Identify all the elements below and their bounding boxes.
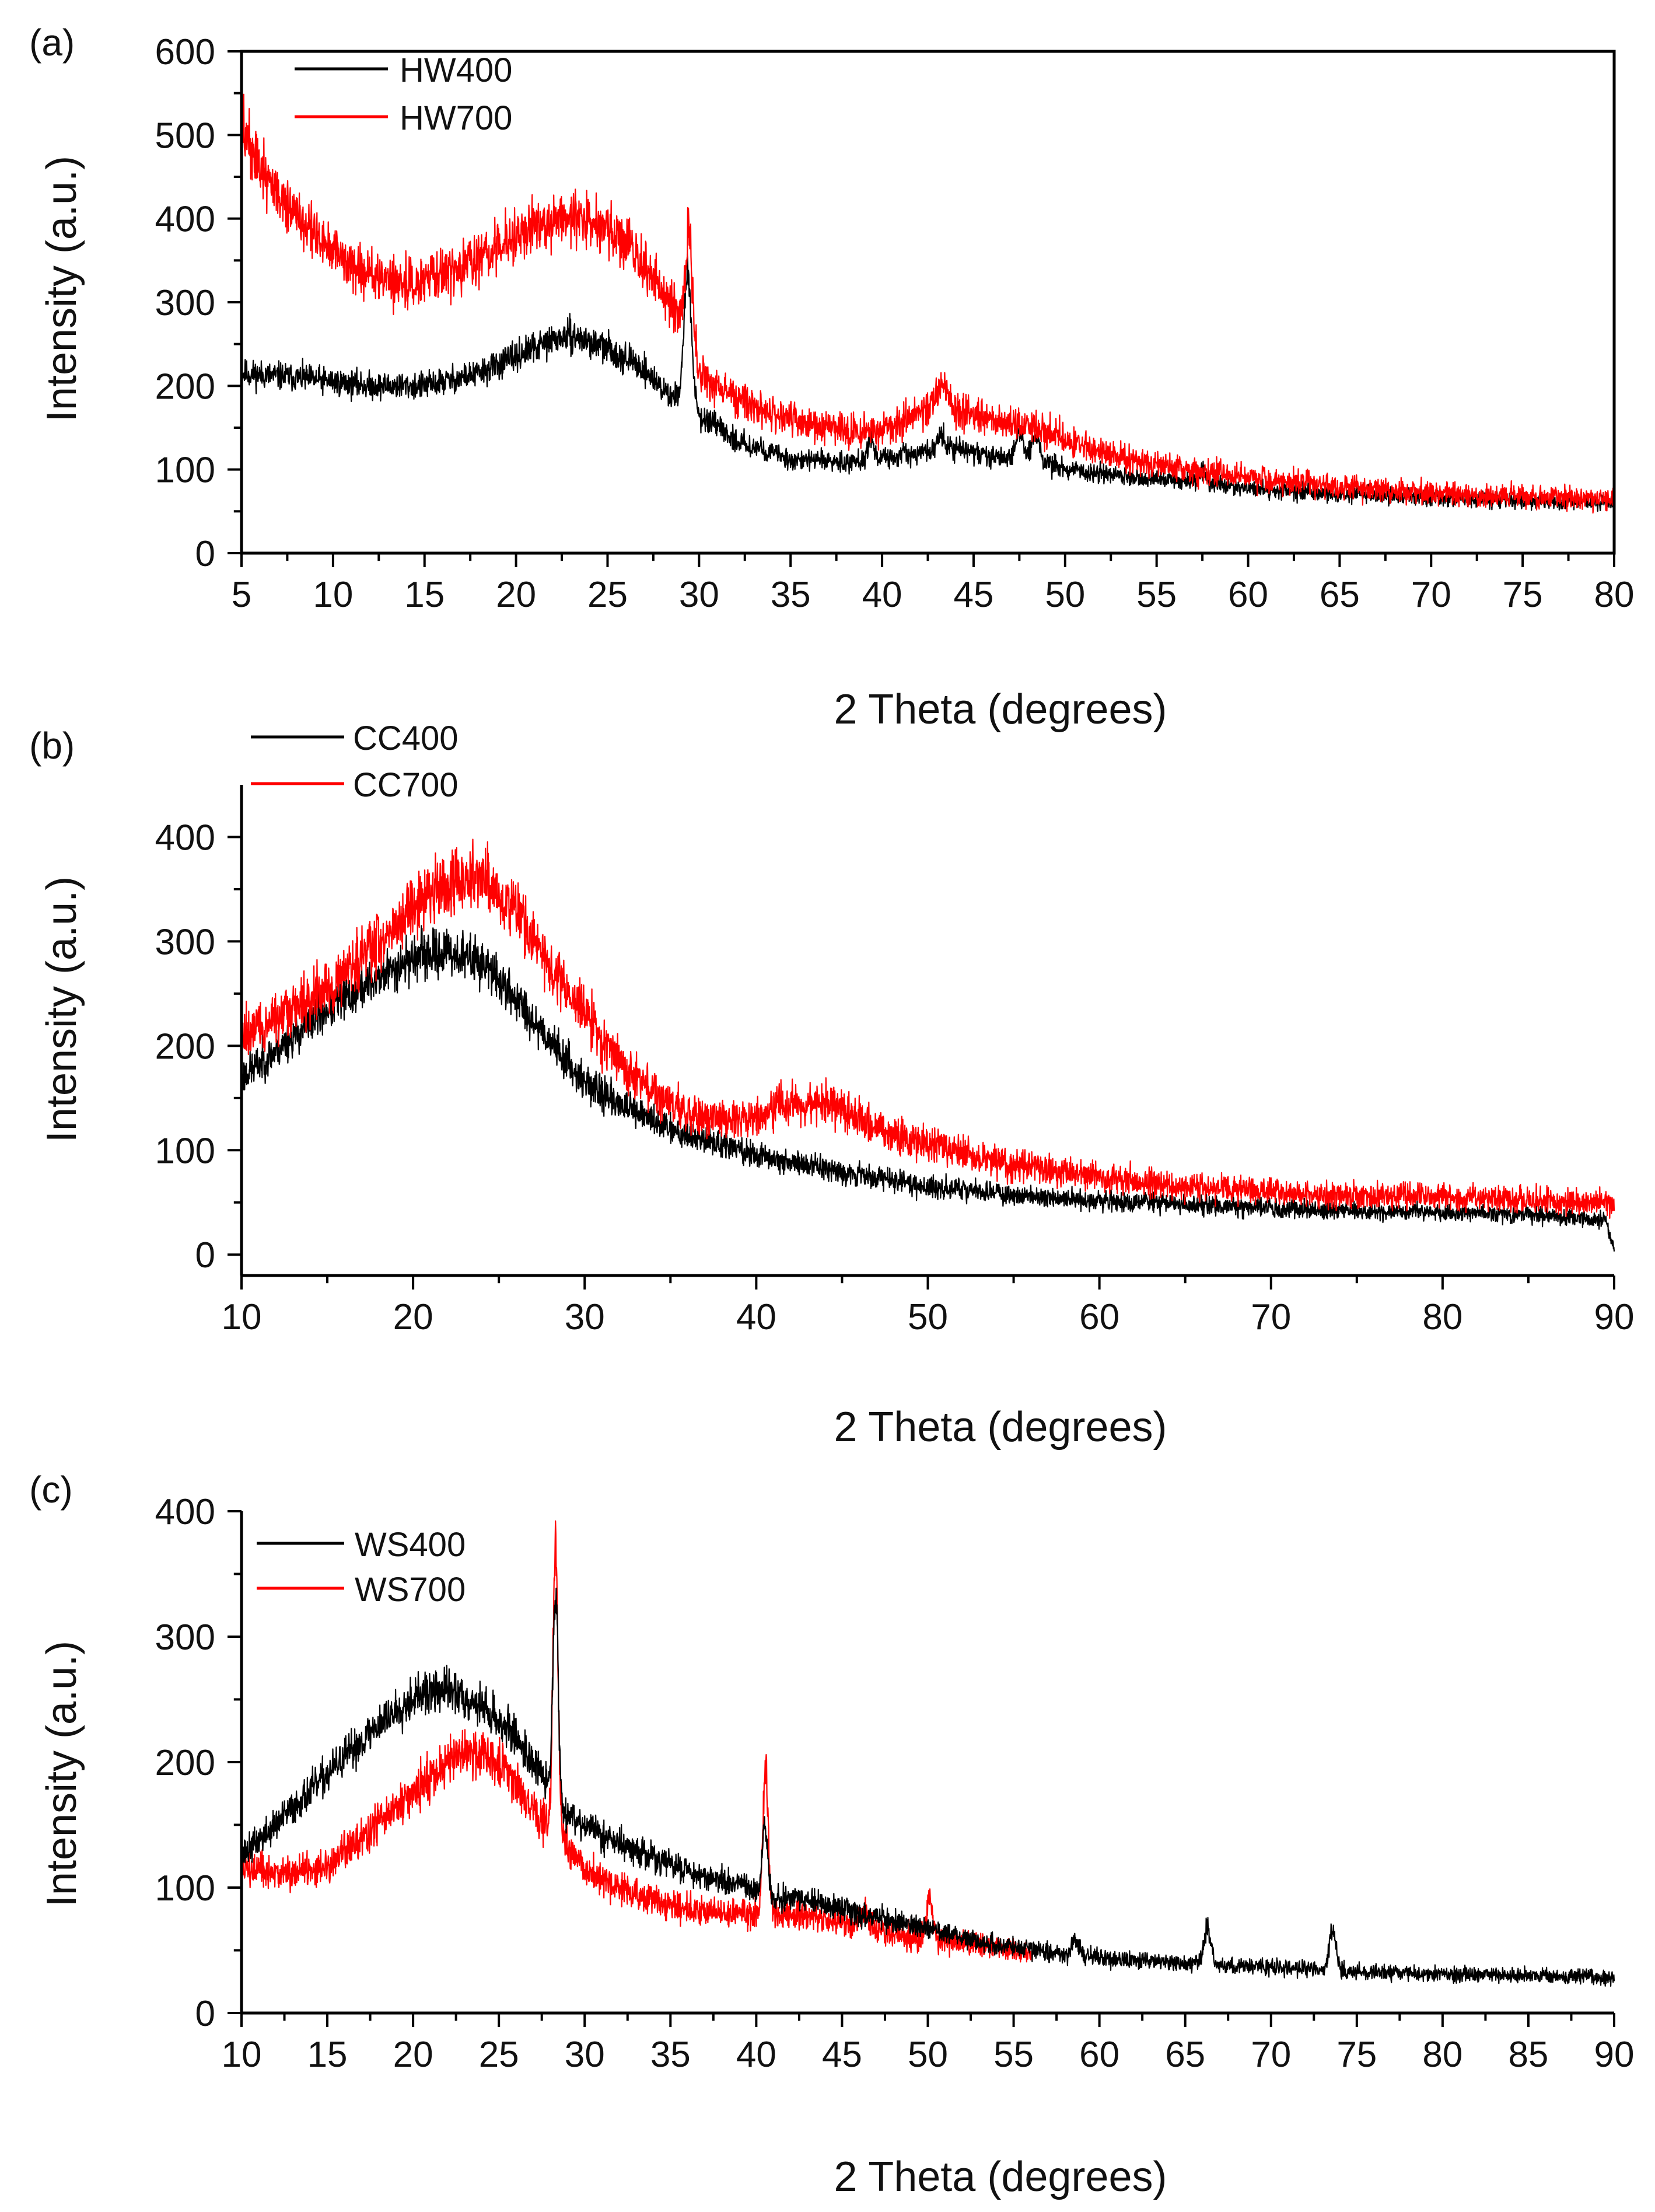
x-tick-label: 30 [565, 1297, 605, 1337]
legend: HW400 HW700 [295, 51, 512, 137]
y-tick-label: 200 [155, 1026, 215, 1067]
legend: CC400 CC700 [251, 719, 459, 804]
panel-label: (c) [29, 1469, 73, 1511]
x-tick-label: 20 [496, 575, 536, 615]
x-tick-label: 60 [1079, 2035, 1119, 2075]
x-tick-label: 20 [393, 2035, 433, 2075]
x-tick-label: 40 [862, 575, 902, 615]
series-line-hw400 [240, 253, 1615, 512]
plot-area [240, 93, 1615, 514]
y-tick-label: 0 [195, 534, 215, 574]
y-axis-title: Intensity (a.u.) [39, 1641, 85, 1907]
x-tick-label: 40 [736, 1297, 776, 1337]
y-tick-label: 0 [195, 1235, 215, 1276]
y-tick-label: 100 [155, 1131, 215, 1171]
x-tick-label: 65 [1165, 2035, 1205, 2075]
y-tick-label: 200 [155, 1743, 215, 1783]
x-tick-label: 70 [1251, 1297, 1291, 1337]
x-tick-label: 85 [1508, 2035, 1548, 2075]
x-tick-label: 45 [822, 2035, 862, 2075]
series-line-cc700 [240, 838, 1615, 1219]
series-line-ws400 [240, 1587, 1615, 1987]
y-tick-label: 200 [155, 366, 215, 407]
x-tick-label: 50 [908, 2035, 948, 2075]
plot-area [240, 1520, 1615, 1987]
x-tick-label: 55 [993, 2035, 1034, 2075]
legend-label-ws400: WS400 [355, 1526, 466, 1564]
x-tick-label: 10 [222, 1297, 262, 1337]
panel-b: (b) 2 Theta (degrees) Intensity (a.u.) 1… [29, 719, 1634, 1451]
axis-ticks: 10 20 30 40 50 60 70 80 90 0 100 200 300 400 [155, 817, 1635, 1337]
y-tick-label: 400 [155, 817, 215, 858]
x-tick-label: 30 [565, 2035, 605, 2075]
panel-c: (c) 2 Theta (degrees) Intensity (a.u.) 1… [29, 1469, 1634, 2200]
x-tick-label: 25 [479, 2035, 519, 2075]
x-tick-label: 25 [587, 575, 628, 615]
x-tick-label: 75 [1503, 575, 1543, 615]
x-tick-label: 70 [1251, 2035, 1291, 2075]
x-tick-label: 30 [679, 575, 719, 615]
x-axis-title: 2 Theta (degrees) [834, 1404, 1167, 1451]
x-tick-label: 20 [393, 1297, 433, 1337]
x-tick-label: 35 [650, 2035, 691, 2075]
x-tick-label: 55 [1136, 575, 1177, 615]
x-axis-title: 2 Theta (degrees) [834, 686, 1167, 733]
plot-area [240, 838, 1615, 1252]
panel-a: (a) 2 Theta (degrees) Intensity (a.u.) 5… [29, 22, 1634, 733]
series-line-cc400 [240, 925, 1615, 1252]
legend-label-cc700: CC700 [353, 766, 459, 804]
x-tick-label: 15 [404, 575, 445, 615]
x-tick-label: 15 [307, 2035, 348, 2075]
x-tick-label: 70 [1411, 575, 1451, 615]
x-tick-label: 50 [908, 1297, 948, 1337]
x-tick-label: 60 [1228, 575, 1268, 615]
legend-label-cc400: CC400 [353, 719, 459, 757]
y-tick-label: 100 [155, 450, 215, 491]
axis-ticks: 10 15 20 25 30 35 40 45 50 55 60 65 70 75 80 85 90 0 100 20… [155, 1492, 1635, 2075]
x-tick-label: 80 [1594, 575, 1635, 615]
x-tick-label: 80 [1422, 1297, 1462, 1337]
x-tick-label: 75 [1336, 2035, 1377, 2075]
x-tick-label: 80 [1422, 2035, 1462, 2075]
legend-label-hw700: HW700 [400, 99, 512, 137]
y-tick-label: 500 [155, 116, 215, 156]
y-tick-label: 600 [155, 32, 215, 72]
axis-ticks: 5 10 15 20 25 30 35 40 45 50 55 60 65 70 75 80 0 100 200 30… [155, 32, 1635, 615]
series-line-ws700 [240, 1520, 1032, 1963]
series-line-hw700 [240, 93, 1615, 514]
x-tick-label: 90 [1594, 1297, 1635, 1337]
x-tick-label: 50 [1045, 575, 1085, 615]
y-tick-label: 400 [155, 200, 215, 240]
x-tick-label: 90 [1594, 2035, 1635, 2075]
x-tick-label: 60 [1079, 1297, 1119, 1337]
legend: WS400 WS700 [257, 1526, 466, 1609]
y-tick-label: 100 [155, 1868, 215, 1909]
y-tick-label: 0 [195, 1994, 215, 2034]
x-tick-label: 10 [313, 575, 353, 615]
x-tick-label: 35 [771, 575, 811, 615]
legend-label-hw400: HW400 [400, 51, 512, 89]
y-axis-title: Intensity (a.u.) [39, 876, 85, 1142]
legend-label-ws700: WS700 [355, 1571, 466, 1609]
y-axis-title: Intensity (a.u.) [39, 156, 85, 422]
y-tick-label: 300 [155, 922, 215, 962]
x-axis-title: 2 Theta (degrees) [834, 2154, 1167, 2200]
panel-label: (a) [29, 22, 75, 64]
y-tick-label: 300 [155, 1617, 215, 1658]
y-tick-label: 300 [155, 283, 215, 323]
y-tick-label: 400 [155, 1492, 215, 1532]
x-tick-label: 45 [953, 575, 993, 615]
x-tick-label: 5 [232, 575, 251, 615]
panel-label: (b) [29, 725, 75, 767]
x-tick-label: 65 [1320, 575, 1360, 615]
axes-frame [240, 50, 1616, 555]
x-tick-label: 10 [222, 2035, 262, 2075]
x-tick-label: 40 [736, 2035, 776, 2075]
